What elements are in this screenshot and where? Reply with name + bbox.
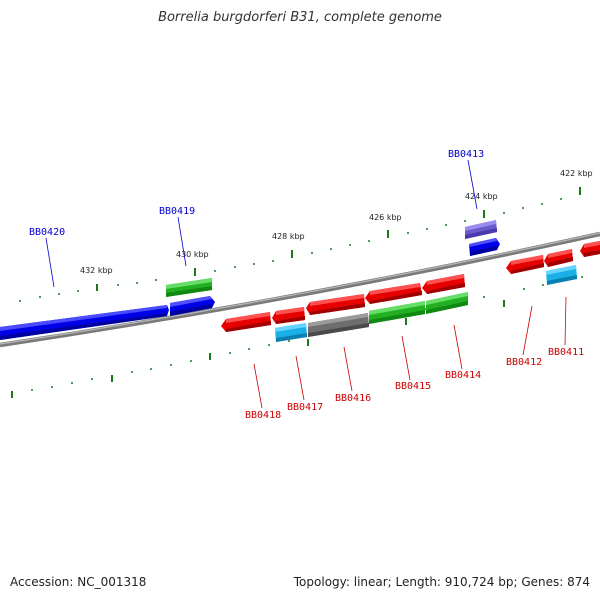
gene-bb0414-segment[interactable] (426, 292, 468, 314)
gene-bb0414[interactable] (422, 274, 465, 294)
gene-bb0415-segment[interactable] (369, 301, 425, 324)
scale-labels: 432 kbp 430 kbp 428 kbp 426 kbp 424 kbp … (80, 169, 593, 275)
genome-title: Borrelia burgdorferi B31, complete genom… (158, 10, 442, 25)
gene-bb0416-pseudo[interactable] (308, 313, 369, 337)
reverse-label-leaders (253, 296, 567, 409)
gene-bb0417[interactable] (272, 307, 305, 324)
label-bb0419: BB0419 (159, 206, 195, 217)
scale-ticks-top (19, 187, 581, 302)
gene-bb0419[interactable] (166, 278, 212, 297)
scale-label-426: 426 kbp (369, 213, 402, 222)
gene-bb0413[interactable] (465, 220, 497, 239)
gene-bb0412[interactable] (506, 255, 544, 274)
gene-bb0411[interactable] (544, 249, 573, 267)
genome-summary-text: Topology: linear; Length: 910,724 bp; Ge… (293, 575, 590, 589)
scale-label-432: 432 kbp (80, 266, 113, 275)
label-bb0411: BB0411 (548, 347, 584, 358)
scale-label-428: 428 kbp (272, 232, 305, 241)
label-bb0418: BB0418 (245, 410, 281, 421)
label-bb0413: BB0413 (448, 149, 484, 160)
reverse-gene-labels: BB0418 BB0417 BB0416 BB0415 BB0414 BB041… (245, 347, 584, 421)
gene-bb0411-rna[interactable] (546, 265, 577, 285)
gene-bb0417-rna[interactable] (275, 323, 307, 342)
genome-backbone (0, 231, 600, 348)
accession-text: Accession: NC_001318 (10, 575, 147, 589)
scale-label-424: 424 kbp (465, 192, 498, 201)
label-bb0412: BB0412 (506, 357, 542, 368)
gene-bb0419-cds[interactable] (170, 296, 215, 316)
label-bb0415: BB0415 (395, 381, 431, 392)
gene-partial-right[interactable] (580, 241, 600, 257)
gene-bb0415[interactable] (365, 283, 422, 304)
scale-label-430: 430 kbp (176, 250, 209, 259)
gene-bb0416[interactable] (306, 294, 365, 315)
forward-label-leaders (45, 159, 478, 288)
label-bb0414: BB0414 (445, 370, 481, 381)
label-bb0416: BB0416 (335, 393, 371, 404)
gene-bb0418[interactable] (221, 312, 271, 332)
forward-gene-labels: BB0420 BB0419 BB0413 (29, 149, 484, 238)
scale-label-422: 422 kbp (560, 169, 593, 178)
gene-bb0413-cds[interactable] (469, 238, 500, 256)
label-bb0420: BB0420 (29, 227, 65, 238)
label-bb0417: BB0417 (287, 402, 323, 413)
gene-bb0420[interactable] (0, 305, 169, 340)
